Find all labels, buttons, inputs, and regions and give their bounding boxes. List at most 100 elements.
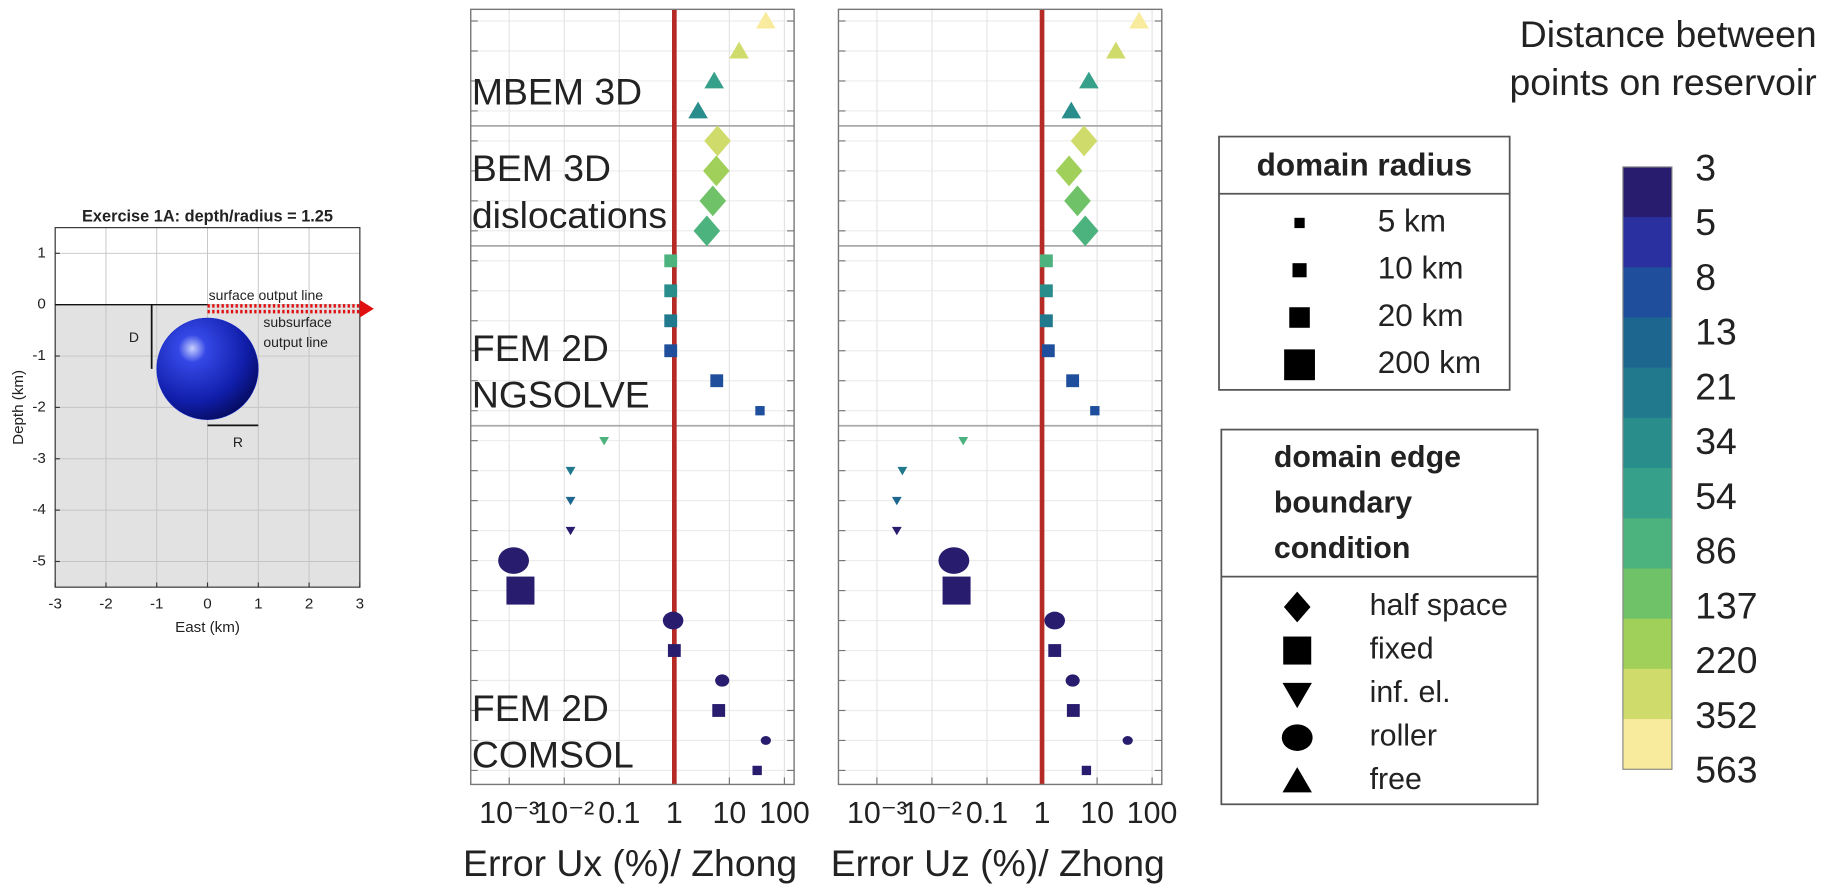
marker [938, 547, 970, 574]
colorbar-label: 137 [1695, 584, 1757, 626]
marker [1282, 682, 1312, 709]
colorbar-label: 563 [1695, 749, 1757, 791]
marker [1294, 217, 1305, 229]
marker [1106, 41, 1126, 59]
y-tick-label: 0 [37, 296, 45, 313]
subsurface-label: subsurface [263, 314, 332, 330]
x-tick-label: 1 [1034, 797, 1051, 830]
marker [565, 496, 576, 506]
marker [667, 644, 681, 657]
group-label: FEM 2D [472, 327, 609, 369]
marker [704, 125, 731, 157]
marker [958, 436, 969, 446]
radius-label: R [233, 434, 243, 450]
legend-label: 20 km [1378, 297, 1464, 333]
colorbar-label: 86 [1695, 530, 1737, 572]
colorbar-segment [1622, 468, 1672, 519]
x-tick-label: 10⁻² [902, 797, 962, 830]
legend-title: boundary [1274, 486, 1412, 519]
legend-label: 5 km [1378, 202, 1446, 238]
colorbar-label: 220 [1695, 639, 1757, 681]
colorbar-title: points on reservoir [1509, 61, 1816, 103]
marker [1041, 344, 1055, 358]
colorbar-segment [1622, 417, 1672, 469]
marker [712, 704, 726, 717]
x-tick-label: 100 [759, 797, 810, 830]
marker [1289, 307, 1310, 328]
colorbar-label: 54 [1695, 475, 1737, 517]
marker [1283, 591, 1311, 623]
marker [891, 496, 902, 506]
x-tick-label: 100 [1127, 797, 1178, 830]
marker [756, 11, 776, 29]
marker [1066, 374, 1080, 388]
colorbar-segment [1622, 166, 1672, 218]
x-axis-label: East (km) [175, 619, 240, 636]
marker [1071, 215, 1099, 247]
legend-label: inf. el. [1370, 676, 1451, 709]
panel-background [470, 9, 795, 785]
marker [1292, 263, 1307, 278]
colorbar-label: 3 [1695, 146, 1716, 188]
y-tick-label: -4 [32, 501, 45, 518]
legend-label: roller [1370, 720, 1437, 753]
x-tick-label: 3 [356, 596, 364, 613]
marker [1044, 611, 1065, 630]
x-tick-label: 2 [305, 596, 313, 613]
group-label: MBEM 3D [472, 70, 642, 112]
y-tick-label: -3 [32, 450, 45, 467]
colorbar-frame [1622, 166, 1673, 770]
marker [664, 344, 678, 358]
marker [710, 374, 724, 388]
colorbar-label: 352 [1695, 694, 1757, 736]
marker [1282, 767, 1312, 793]
colorbar-segment [1622, 568, 1672, 620]
colorbar-segment [1622, 267, 1672, 319]
panel-background [838, 9, 1162, 785]
x-tick-label: 10⁻³ [847, 797, 907, 830]
y-tick-label: -1 [32, 347, 45, 364]
marker [1283, 636, 1312, 665]
marker [752, 765, 762, 776]
plot-frame [54, 227, 361, 588]
marker [1090, 406, 1100, 416]
marker [760, 736, 771, 745]
marker [942, 576, 971, 605]
x-tick-label: -2 [99, 596, 112, 613]
x-tick-label: 1 [254, 596, 262, 613]
x-tick-label: 10⁻³ [479, 797, 539, 830]
y-tick-label: 1 [37, 244, 45, 261]
legend-title: domain edge [1274, 441, 1461, 474]
panel-frame [470, 8, 795, 786]
marker [1122, 736, 1133, 745]
group-label: NGSOLVE [472, 374, 650, 416]
marker [891, 526, 902, 536]
y-tick-label: -2 [32, 398, 45, 415]
x-axis-label: Error Ux (%)/ Zhong [463, 842, 797, 884]
marker [1281, 724, 1313, 751]
chart-title: Exercise 1A: depth/radius = 1.25 [82, 207, 333, 225]
marker [755, 406, 765, 416]
colorbar-segment [1622, 317, 1672, 369]
marker [565, 526, 576, 536]
marker [1065, 674, 1080, 687]
marker [693, 215, 721, 247]
marker [1039, 314, 1053, 328]
sphere [156, 317, 259, 420]
marker [897, 466, 908, 476]
colorbar-segment [1622, 367, 1672, 419]
y-tick-label: -5 [32, 552, 45, 569]
marker [1039, 284, 1053, 298]
marker [1284, 349, 1315, 381]
colorbar-label: 13 [1695, 311, 1737, 353]
group-label: dislocations [472, 194, 667, 236]
depth-label: D [129, 329, 139, 345]
x-tick-label: 0.1 [966, 797, 1008, 830]
output-arrow [359, 300, 374, 318]
marker [688, 101, 708, 119]
marker [1061, 101, 1082, 119]
colorbar-segment [1622, 719, 1672, 770]
x-tick-label: 0 [203, 596, 211, 613]
subsurface-label: output line [263, 334, 328, 350]
marker [704, 71, 724, 89]
